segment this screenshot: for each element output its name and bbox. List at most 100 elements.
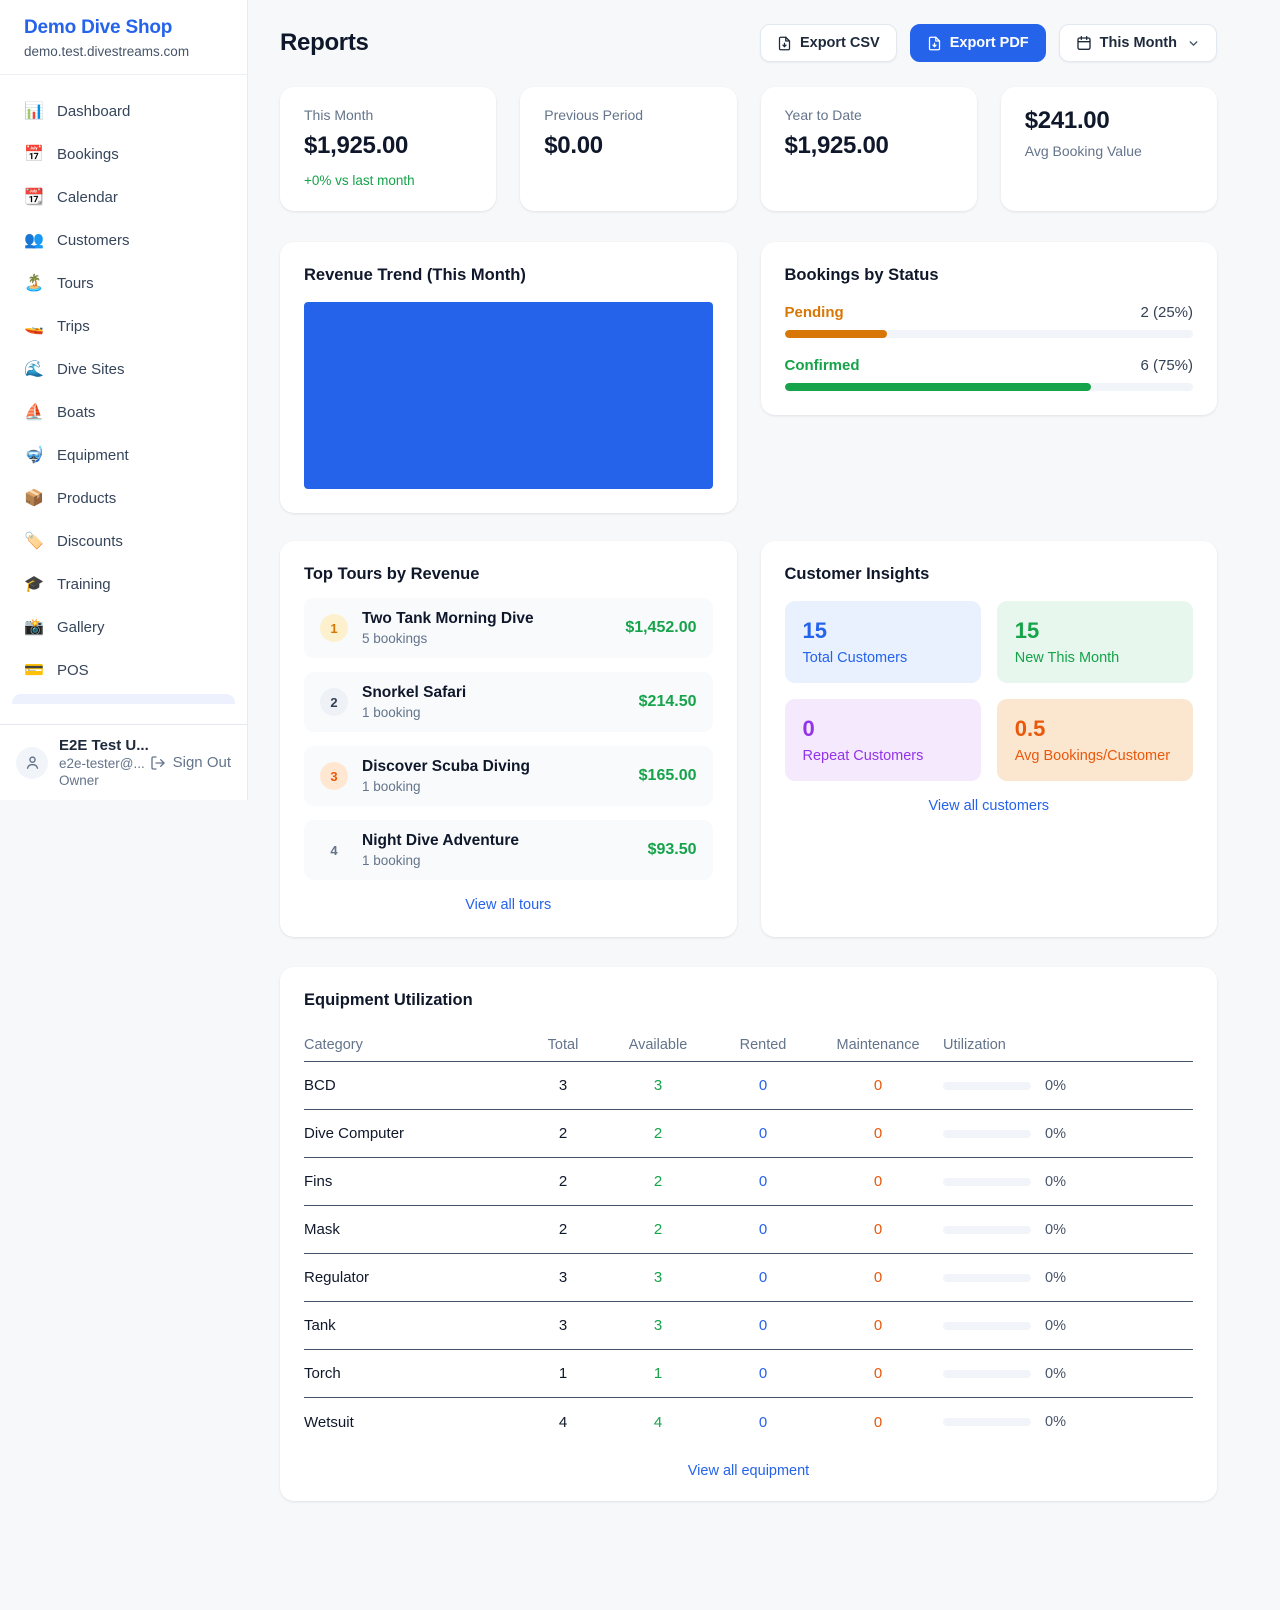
equipment-rented: 0 xyxy=(758,1413,768,1431)
sign-out-label: Sign Out xyxy=(172,754,231,771)
equipment-rented: 0 xyxy=(758,1269,768,1286)
revenue-trend-bar xyxy=(304,302,713,489)
stat-label: This Month xyxy=(304,107,374,123)
equipment-total: 3 xyxy=(558,1077,568,1094)
equipment-maintenance: 0 xyxy=(873,1221,883,1238)
status-row-pending: Pending 2 (25%) xyxy=(784,304,1193,338)
tour-row: 3 Discover Scuba Diving 1 booking $165.0… xyxy=(304,746,713,806)
view-all-tours-link[interactable]: View all tours xyxy=(465,897,552,913)
sidebar-item-label: Tours xyxy=(57,274,94,292)
equipment-row: Wetsuit 4 4 0 0 0% xyxy=(304,1398,1193,1446)
person-icon xyxy=(26,756,38,769)
tear-off-calendar-icon: 📆 xyxy=(24,189,44,206)
page-title: Reports xyxy=(280,29,369,56)
progress-fill xyxy=(784,330,887,338)
equipment-available: 3 xyxy=(653,1317,663,1334)
period-label: This Month xyxy=(1099,35,1177,51)
sidebar-item-discounts[interactable]: 🏷️ Discounts xyxy=(12,522,235,560)
equipment-rented: 0 xyxy=(758,1077,768,1094)
equipment-maintenance: 0 xyxy=(873,1365,883,1382)
view-all-customers-link[interactable]: View all customers xyxy=(928,798,1050,814)
bookings-by-status-card: Bookings by Status Pending 2 (25%) Confi… xyxy=(760,242,1217,415)
sidebar-item-customers[interactable]: 👥 Customers xyxy=(12,221,235,259)
equipment-maintenance: 0 xyxy=(873,1173,883,1190)
stat-label: Year to Date xyxy=(784,107,862,123)
equipment-rented: 0 xyxy=(758,1317,768,1334)
sidebar-item-label: Products xyxy=(57,489,117,507)
sidebar-item-dive-sites[interactable]: 🌊 Dive Sites xyxy=(12,350,235,388)
insight-label: Avg Bookings/Customer xyxy=(1014,748,1171,764)
shop-name[interactable]: Demo Dive Shop xyxy=(24,17,173,38)
stat-value: $0.00 xyxy=(544,132,603,159)
tour-name: Snorkel Safari xyxy=(362,684,467,701)
package-icon: 📦 xyxy=(24,490,44,507)
sidebar-item-calendar[interactable]: 📆 Calendar xyxy=(12,178,235,216)
status-value: 2 (25%) xyxy=(1140,304,1193,321)
equipment-rented: 0 xyxy=(758,1125,768,1142)
equipment-row: Torch 1 1 0 0 0% xyxy=(304,1350,1193,1398)
column-header-total: Total xyxy=(547,1036,579,1053)
stat-card-previous-period: Previous Period $0.00 xyxy=(520,87,737,211)
tour-name: Two Tank Morning Dive xyxy=(362,610,534,627)
rank-badge: 3 xyxy=(320,762,348,790)
sidebar-item-gallery[interactable]: 📸 Gallery xyxy=(12,608,235,646)
insight-value: 0.5 xyxy=(1014,716,1046,741)
credit-card-icon: 💳 xyxy=(24,662,44,679)
people-icon: 👥 xyxy=(24,232,44,249)
period-select[interactable]: This Month xyxy=(1058,24,1217,62)
user-email: e2e-tester@... xyxy=(59,756,145,771)
tour-bookings: 1 booking xyxy=(362,853,421,868)
equipment-available: 3 xyxy=(653,1269,663,1286)
equipment-available: 2 xyxy=(653,1125,663,1142)
sidebar-item-dashboard[interactable]: 📊 Dashboard xyxy=(12,92,235,130)
rank-badge: 2 xyxy=(320,688,348,716)
equipment-category: Dive Computer xyxy=(304,1125,405,1142)
sign-out-icon xyxy=(150,755,165,770)
sidebar-item-pos[interactable]: 💳 POS xyxy=(12,651,235,689)
export-pdf-button[interactable]: Export PDF xyxy=(909,24,1046,62)
tour-revenue: $93.50 xyxy=(647,841,697,858)
label-tag-icon: 🏷️ xyxy=(24,533,44,550)
column-header-utilization: Utilization xyxy=(943,1036,1006,1053)
view-all-equipment-link[interactable]: View all equipment xyxy=(687,1463,810,1479)
tour-bookings: 5 bookings xyxy=(362,631,428,646)
equipment-total: 3 xyxy=(558,1317,568,1334)
utilization-bar xyxy=(943,1225,1031,1234)
sidebar-item-bookings[interactable]: 📅 Bookings xyxy=(12,135,235,173)
progress-track xyxy=(784,330,1193,338)
sidebar-item-label: Bookings xyxy=(57,145,119,163)
sidebar-item-tours[interactable]: 🏝️ Tours xyxy=(12,264,235,302)
sidebar-item-label: Training xyxy=(57,575,111,593)
sidebar-item-boats[interactable]: ⛵ Boats xyxy=(12,393,235,431)
sidebar-item-equipment[interactable]: 🤿 Equipment xyxy=(12,436,235,474)
bar-chart-icon: 📊 xyxy=(24,103,44,120)
utilization-bar xyxy=(943,1129,1031,1138)
progress-track xyxy=(784,383,1193,391)
customer-insights-card: Customer Insights 15 Total Customers 15 … xyxy=(760,541,1217,937)
sidebar-item-trips[interactable]: 🚤 Trips xyxy=(12,307,235,345)
sidebar-item-label: POS xyxy=(57,661,89,679)
export-csv-button[interactable]: Export CSV xyxy=(759,24,897,62)
tour-row: 2 Snorkel Safari 1 booking $214.50 xyxy=(304,672,713,732)
sidebar-item-products[interactable]: 📦 Products xyxy=(12,479,235,517)
stat-label: Previous Period xyxy=(544,107,644,123)
column-header-maintenance: Maintenance xyxy=(836,1036,920,1053)
user-name: E2E Test U... xyxy=(59,737,149,754)
wave-icon: 🌊 xyxy=(24,361,44,378)
equipment-total: 2 xyxy=(558,1221,568,1238)
utilization-bar xyxy=(943,1081,1031,1090)
utilization-percent: 0% xyxy=(1045,1173,1066,1190)
equipment-maintenance: 0 xyxy=(873,1413,883,1431)
sidebar-item-training[interactable]: 🎓 Training xyxy=(12,565,235,603)
user-meta: E2E Test U... e2e-tester@... Owner xyxy=(59,737,149,788)
tour-row: 4 Night Dive Adventure 1 booking $93.50 xyxy=(304,820,713,880)
sidebar-item-label: Discounts xyxy=(57,532,123,550)
equipment-row: Fins 2 2 0 0 0% xyxy=(304,1158,1193,1206)
revenue-trend-card: Revenue Trend (This Month) xyxy=(280,242,737,513)
sign-out-button[interactable]: Sign Out xyxy=(150,754,231,771)
insight-label: Repeat Customers xyxy=(802,748,924,764)
bookings-by-status-title: Bookings by Status xyxy=(784,266,939,284)
sidebar-item-reports-active-partial[interactable] xyxy=(12,694,235,704)
status-row-confirmed: Confirmed 6 (75%) xyxy=(784,357,1193,391)
